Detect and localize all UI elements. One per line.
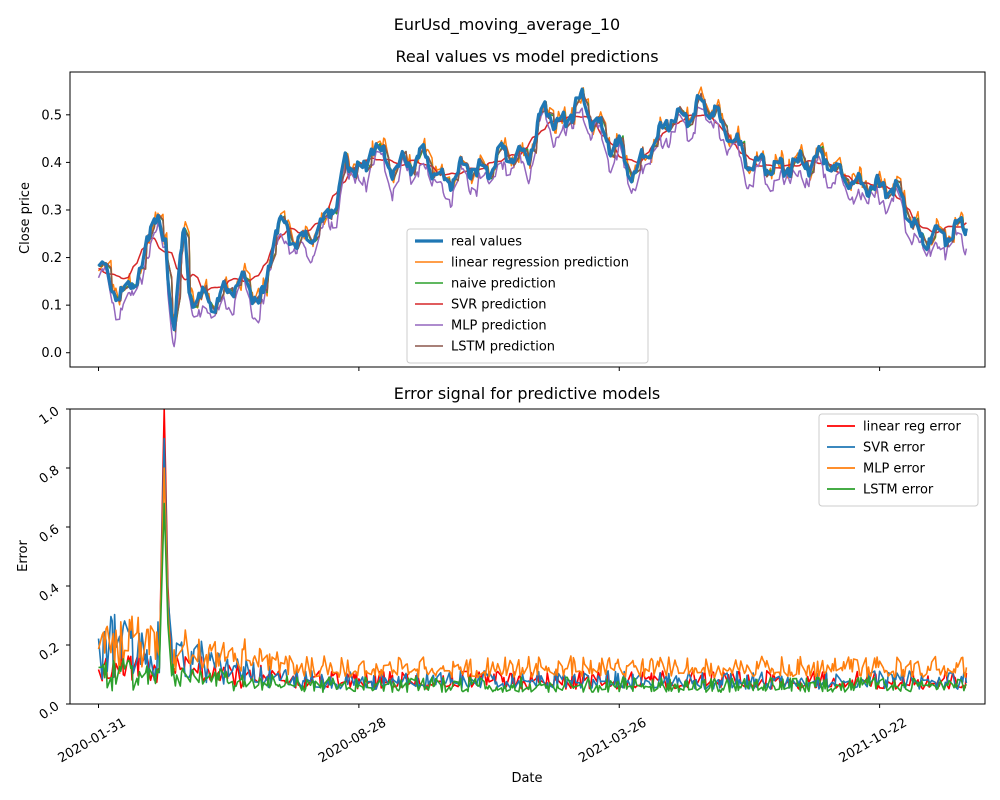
price-chart-ylabel: Close price [18,182,33,254]
price-chart: Real values vs model predictions Close p… [18,47,986,371]
error-y-tick-label: 0.8 [37,463,63,487]
legend-label: SVR error [863,441,925,456]
legend-label: LSTM error [863,483,934,498]
error-series-3 [98,502,968,693]
price-chart-title: Real values vs model predictions [395,47,658,66]
error-x-tick-label: 2021-10-22 [837,715,910,766]
figure-suptitle: EurUsd_moving_average_10 [394,15,620,35]
price-y-tick-label: 0.1 [41,299,62,314]
error-chart: Error signal for predictive models Error… [16,384,986,786]
price-y-tick-label: 0.2 [41,251,62,266]
price-series-real [97,87,968,332]
error-y-tick-label: 0.2 [37,640,63,664]
legend-label: MLP error [863,462,926,477]
legend-label: linear reg error [863,420,961,435]
error-chart-plot-area [97,409,968,693]
price-y-tick-label: 0.4 [41,156,62,171]
error-y-tick-label: 1.0 [37,404,63,428]
legend-label: linear regression prediction [451,256,629,271]
price-y-tick-label: 0.5 [41,108,62,123]
legend-label: MLP prediction [451,319,547,334]
error-x-tick-label: 2021-03-26 [576,715,649,766]
price-chart-axes: 0.0 0.1 0.2 0.3 0.4 0.5 [41,108,881,371]
error-x-tick-label: 2020-01-31 [56,715,129,766]
error-chart-legend: linear reg error SVR error MLP error LSTM e… [818,413,979,507]
error-chart-title: Error signal for predictive models [394,384,660,403]
legend-label: real values [451,235,522,250]
error-chart-frame [69,408,986,705]
legend-label: naive prediction [451,277,556,292]
error-series-2 [97,467,968,679]
error-y-tick-label: 0.4 [37,581,63,605]
legend-box [406,228,649,364]
error-chart-xlabel: Date [511,771,542,786]
legend-box [818,413,979,507]
error-x-tick-label: 2020-08-28 [316,715,389,766]
price-y-tick-label: 0.3 [41,203,62,218]
error-y-tick-label: 0.0 [37,699,63,723]
price-chart-plot-area [97,86,968,348]
price-chart-legend: real values linear regression prediction n… [406,228,649,364]
error-chart-ylabel: Error [16,540,31,572]
legend-label: LSTM prediction [451,340,555,355]
error-y-tick-label: 0.6 [37,522,63,546]
legend-label: SVR prediction [451,298,547,313]
price-chart-frame [69,71,986,368]
price-y-tick-label: 0.0 [41,346,62,361]
